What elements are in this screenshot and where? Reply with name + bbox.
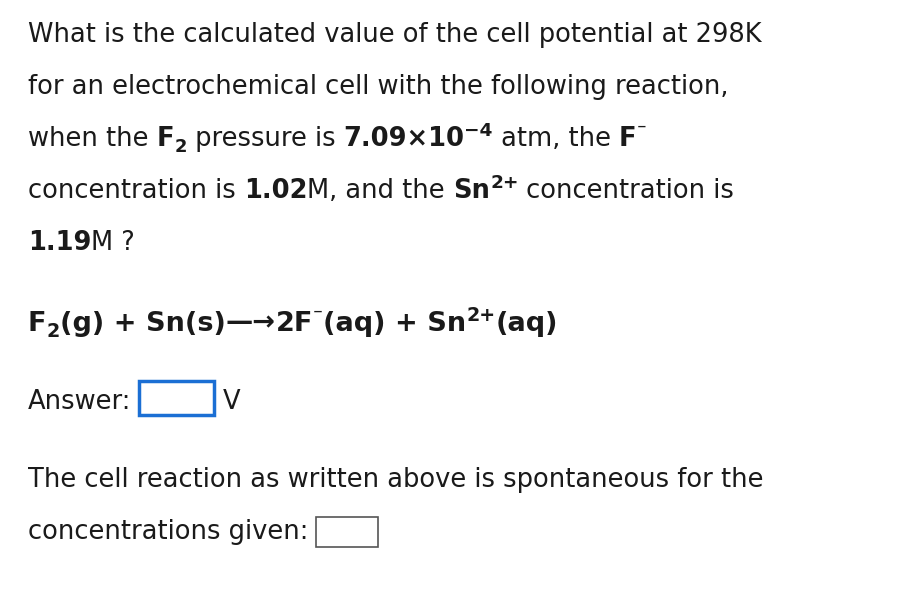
Text: pressure is: pressure is xyxy=(187,126,343,152)
Text: concentration is: concentration is xyxy=(28,178,243,204)
Text: concentrations given:: concentrations given: xyxy=(28,518,308,545)
Text: M ?: M ? xyxy=(91,230,135,256)
Text: 1.02: 1.02 xyxy=(243,178,307,204)
Text: ∨: ∨ xyxy=(342,526,352,540)
Text: ⁻: ⁻ xyxy=(312,305,322,324)
Text: F: F xyxy=(28,311,46,337)
Text: Sn: Sn xyxy=(453,178,489,204)
Text: —→: —→ xyxy=(225,311,275,337)
Text: 2F: 2F xyxy=(275,311,312,337)
Text: F: F xyxy=(619,126,636,152)
Text: 2: 2 xyxy=(46,321,60,341)
Text: 2: 2 xyxy=(174,138,187,156)
Text: Answer:: Answer: xyxy=(28,389,131,414)
Text: What is the calculated value of the cell potential at 298K: What is the calculated value of the cell… xyxy=(28,22,761,48)
Text: (g) + Sn(s): (g) + Sn(s) xyxy=(60,311,225,337)
Text: −4: −4 xyxy=(464,122,492,140)
Text: concentration is: concentration is xyxy=(518,178,733,204)
Text: 1.19: 1.19 xyxy=(28,230,91,256)
Text: (aq): (aq) xyxy=(495,311,558,337)
Text: 7.09×10: 7.09×10 xyxy=(343,126,464,152)
Text: The cell reaction as written above is spontaneous for the: The cell reaction as written above is sp… xyxy=(28,466,763,493)
Text: 2+: 2+ xyxy=(466,305,495,324)
Text: F: F xyxy=(157,126,174,152)
Text: atm, the: atm, the xyxy=(492,126,619,152)
Text: (aq) + Sn: (aq) + Sn xyxy=(322,311,466,337)
Text: for an electrochemical cell with the following reaction,: for an electrochemical cell with the fol… xyxy=(28,74,728,100)
Text: ⁻: ⁻ xyxy=(636,122,646,140)
Text: V: V xyxy=(222,389,240,414)
Text: 2+: 2+ xyxy=(489,174,518,192)
Text: M, and the: M, and the xyxy=(307,178,453,204)
Text: when the: when the xyxy=(28,126,157,152)
